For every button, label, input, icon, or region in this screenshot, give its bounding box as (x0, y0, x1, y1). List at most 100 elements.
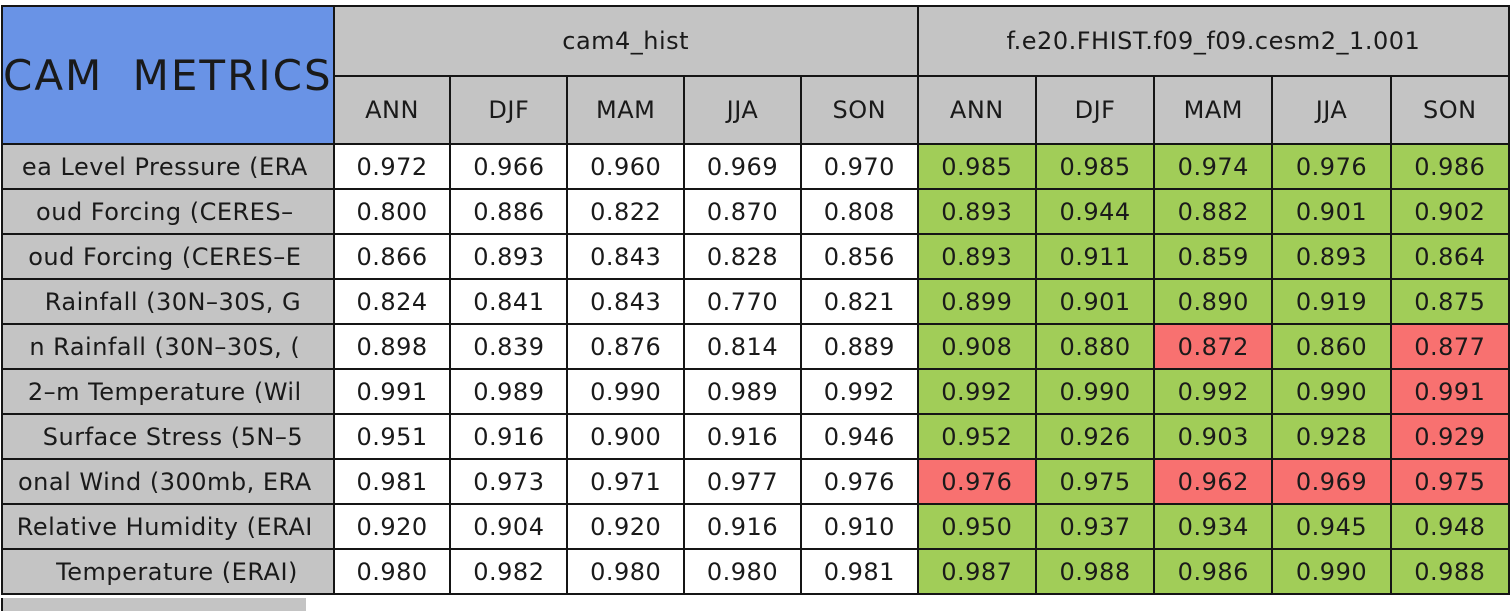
value-cell-g2-red: 0.872 (1153, 323, 1274, 370)
value-cell-g1: 0.841 (449, 278, 569, 325)
row-label-cell: 2–m Temperature (Wil (1, 368, 335, 415)
value-cell-g2-green: 0.948 (1389, 503, 1510, 550)
season-header-g1-ann: ANN (332, 75, 452, 145)
label-column-overflow (1, 598, 306, 611)
table-row: oud Forcing (CERES–E 0.866 0.893 0.843 0.828… (1, 233, 1510, 280)
value-cell-g1: 0.898 (332, 323, 452, 370)
value-cell-g2-green: 0.974 (1153, 143, 1274, 190)
value-cell-g1: 0.951 (332, 413, 452, 460)
value-cell-g2-green: 0.893 (1271, 233, 1392, 280)
value-cell-g2-red: 0.877 (1389, 323, 1510, 370)
value-cell-g1: 0.982 (449, 548, 569, 595)
row-label: Rainfall (30N–30S, G (28, 287, 302, 316)
value-cell-g2-green: 0.893 (916, 233, 1037, 280)
value-cell-g1: 0.916 (683, 503, 802, 550)
value-cell-g2-green: 0.988 (1389, 548, 1510, 595)
value-cell-g2-green: 0.986 (1389, 143, 1510, 190)
value-cell-g2-green: 0.893 (916, 188, 1037, 235)
value-cell-g1: 0.969 (683, 143, 802, 190)
table-title: CAM METRICS (3, 50, 333, 100)
table-body: ea Level Pressure (ERA 0.972 0.966 0.960 0.9… (1, 143, 1510, 595)
value-cell-g1: 0.904 (449, 503, 569, 550)
season-header-g2-jja: JJA (1271, 75, 1392, 145)
value-cell-g1: 0.980 (566, 548, 686, 595)
value-cell-g1: 0.989 (683, 368, 802, 415)
value-cell-g2-green: 0.919 (1271, 278, 1392, 325)
value-cell-g2-green: 0.875 (1389, 278, 1510, 325)
value-cell-g1: 0.843 (566, 278, 686, 325)
row-label-cell: ea Level Pressure (ERA (1, 143, 335, 190)
row-label: 2–m Temperature (Wil (27, 377, 302, 406)
value-cell-g1: 0.910 (799, 503, 919, 550)
table-row: n Rainfall (30N–30S, ( 0.898 0.839 0.876 0.8… (1, 323, 1510, 370)
value-cell-g2-green: 0.952 (916, 413, 1037, 460)
value-cell-g2-green: 0.934 (1153, 503, 1274, 550)
table-row: ea Level Pressure (ERA 0.972 0.966 0.960 0.9… (1, 143, 1510, 190)
value-cell-g1: 0.992 (799, 368, 919, 415)
season-header-g1-jja: JJA (683, 75, 802, 145)
value-cell-g2-green: 0.908 (916, 323, 1037, 370)
value-cell-g1: 0.966 (449, 143, 569, 190)
season-header-g1-mam: MAM (566, 75, 686, 145)
value-cell-g1: 0.889 (799, 323, 919, 370)
value-cell-g1: 0.977 (683, 458, 802, 505)
row-label: n Rainfall (30N–30S, ( (29, 332, 301, 361)
table-row: onal Wind (300mb, ERA 0.981 0.973 0.971 0.97… (1, 458, 1510, 505)
row-label-cell: Temperature (ERAI) (1, 548, 335, 595)
group-header-cesm2: f.e20.FHIST.f09_f09.cesm2_1.001 (916, 5, 1510, 77)
season-header-g1-djf: DJF (449, 75, 569, 145)
table-row: Relative Humidity (ERAI 0.920 0.904 0.920 0.… (1, 503, 1510, 550)
value-cell-g2-green: 0.928 (1271, 413, 1392, 460)
value-cell-g1: 0.876 (566, 323, 686, 370)
value-cell-g1: 0.990 (566, 368, 686, 415)
value-cell-g2-green: 0.937 (1034, 503, 1156, 550)
value-cell-g2-green: 0.950 (916, 503, 1037, 550)
value-cell-g2-green: 0.864 (1389, 233, 1510, 280)
season-header-g2-ann: ANN (916, 75, 1037, 145)
group-label: cam4_hist (562, 27, 690, 55)
group-header-row: CAM METRICS cam4_hist f.e20.FHIST.f09_f0… (1, 5, 1510, 145)
value-cell-g2-green: 0.890 (1153, 278, 1274, 325)
value-cell-g2-green: 0.988 (1034, 548, 1156, 595)
value-cell-g2-green: 0.990 (1271, 368, 1392, 415)
value-cell-g2-green: 0.992 (916, 368, 1037, 415)
value-cell-g1: 0.980 (332, 548, 452, 595)
value-cell-g2-green: 0.990 (1034, 368, 1156, 415)
value-cell-g2-green: 0.986 (1153, 548, 1274, 595)
value-cell-g1: 0.946 (799, 413, 919, 460)
value-cell-g2-green: 0.990 (1271, 548, 1392, 595)
season-header-g2-mam: MAM (1153, 75, 1274, 145)
value-cell-g1: 0.900 (566, 413, 686, 460)
value-cell-g2-green: 0.975 (1034, 458, 1156, 505)
value-cell-g2-green: 0.976 (1271, 143, 1392, 190)
value-cell-g1: 0.824 (332, 278, 452, 325)
value-cell-g1: 0.971 (566, 458, 686, 505)
value-cell-g2-green: 0.911 (1034, 233, 1156, 280)
value-cell-g1: 0.916 (449, 413, 569, 460)
group-header-cam4-hist: cam4_hist (332, 5, 919, 77)
season-header-g2-son: SON (1389, 75, 1510, 145)
value-cell-g2-green: 0.987 (916, 548, 1037, 595)
value-cell-g1: 0.893 (449, 233, 569, 280)
row-label-cell: oud Forcing (CERES–E (1, 233, 335, 280)
value-cell-g2-green: 0.859 (1153, 233, 1274, 280)
table-row: Temperature (ERAI) 0.980 0.982 0.980 0.980 0.… (1, 548, 1510, 595)
value-cell-g1: 0.916 (683, 413, 802, 460)
value-cell-g1: 0.808 (799, 188, 919, 235)
table-row: oud Forcing (CERES– 0.800 0.886 0.822 0.870 0… (1, 188, 1510, 235)
season-header-row: ANN DJF MAM JJA SON ANN DJF MAM JJA SON (2, 75, 1510, 145)
value-cell-g2-green: 0.901 (1271, 188, 1392, 235)
value-cell-g1: 0.886 (449, 188, 569, 235)
value-cell-g1: 0.920 (332, 503, 452, 550)
value-cell-g2-green: 0.944 (1034, 188, 1156, 235)
row-label: Relative Humidity (ERAI (16, 512, 313, 541)
group-label: f.e20.FHIST.f09_f09.cesm2_1.001 (1006, 27, 1421, 55)
value-cell-g1: 0.770 (683, 278, 802, 325)
row-label-cell: n Rainfall (30N–30S, ( (1, 323, 335, 370)
value-cell-g1: 0.839 (449, 323, 569, 370)
season-header-g2-djf: DJF (1034, 75, 1156, 145)
row-label-cell: onal Wind (300mb, ERA (1, 458, 335, 505)
value-cell-g1: 0.828 (683, 233, 802, 280)
value-cell-g1: 0.800 (332, 188, 452, 235)
value-cell-g2-green: 0.992 (1153, 368, 1274, 415)
